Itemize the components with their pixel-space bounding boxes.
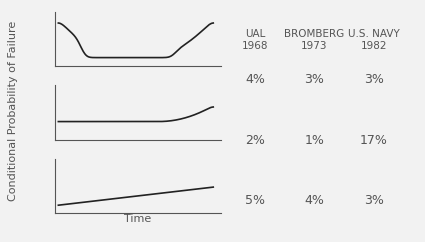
Text: 4%: 4% [245, 73, 265, 86]
Text: 2%: 2% [245, 134, 265, 147]
Text: 4%: 4% [305, 194, 324, 207]
Text: 5%: 5% [245, 194, 265, 207]
X-axis label: Time: Time [125, 214, 152, 224]
Text: 3%: 3% [305, 73, 324, 86]
Text: 17%: 17% [360, 134, 388, 147]
Text: 1%: 1% [305, 134, 324, 147]
Text: Conditional Probability of Failure: Conditional Probability of Failure [8, 21, 18, 201]
Text: 3%: 3% [364, 73, 384, 86]
Text: U.S. NAVY
1982: U.S. NAVY 1982 [348, 29, 400, 52]
Text: 3%: 3% [364, 194, 384, 207]
Text: BROMBERG
1973: BROMBERG 1973 [284, 29, 345, 52]
Text: UAL
1968: UAL 1968 [242, 29, 268, 52]
